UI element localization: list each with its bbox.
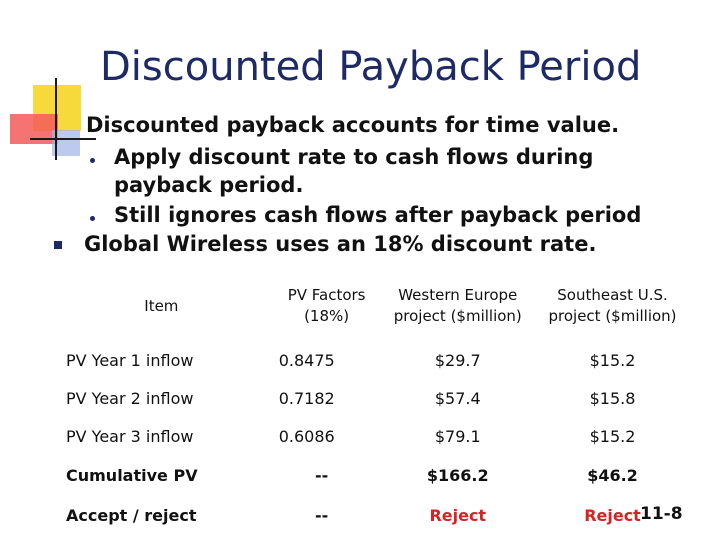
- bullet-square-icon: [54, 241, 62, 249]
- slide-title: Discounted Payback Period: [100, 44, 642, 90]
- row-western-europe-value: $79.1: [434, 426, 481, 446]
- row-southeast-value: $15.2: [589, 350, 636, 370]
- decision-factor: --: [314, 505, 329, 525]
- cumulative-label: Cumulative PV: [66, 465, 198, 485]
- header-southeast-us: Southeast U.S. project ($million): [548, 286, 677, 325]
- row-item: PV Year 1 inflow: [66, 350, 194, 370]
- row-western-europe-value: $29.7: [434, 350, 481, 370]
- row-pv-factor: 0.8475: [278, 350, 335, 370]
- decorative-horizontal-line: [30, 138, 96, 140]
- row-pv-factor: 0.7182: [278, 388, 335, 408]
- row-pv-factor: 0.6086: [278, 426, 335, 446]
- bullet-time-value: Discounted payback accounts for time val…: [86, 113, 620, 137]
- cumulative-factor: --: [314, 465, 329, 485]
- sub-bullet-discount-rate-cont: payback period.: [114, 173, 304, 197]
- bullet-discount-rate: Global Wireless uses an 18% discount rat…: [84, 232, 597, 256]
- header-pv-factors-label: PV Factors: [287, 286, 366, 304]
- decorative-vertical-line: [55, 78, 57, 160]
- row-item: PV Year 3 inflow: [66, 426, 194, 446]
- sub-bullet-ignores-cash-flows: Still ignores cash flows after payback p…: [114, 203, 642, 227]
- cumulative-pv-row: Cumulative PV -- $166.2 $46.2: [60, 455, 690, 495]
- cumulative-western-europe: $166.2: [426, 465, 489, 485]
- row-southeast-value: $15.2: [589, 426, 636, 446]
- row-item: PV Year 2 inflow: [66, 388, 194, 408]
- decision-western-europe: Reject: [429, 505, 487, 525]
- decision-southeast: Reject: [584, 505, 641, 525]
- row-southeast-value: $15.8: [589, 388, 636, 408]
- header-pv-factors-rate: (18%): [304, 307, 350, 325]
- decision-row: Accept / reject -- Reject Reject: [60, 495, 690, 535]
- discounted-payback-table: Item PV Factors (18%) Western Europe pro…: [60, 271, 690, 535]
- sub-bullet-dot-icon: [90, 216, 95, 221]
- cumulative-southeast: $46.2: [587, 465, 638, 485]
- table-row: PV Year 1 inflow 0.8475 $29.7 $15.2: [60, 341, 690, 379]
- header-pv-factors: PV Factors (18%): [263, 271, 381, 341]
- sub-bullet-discount-rate: Apply discount rate to cash flows during: [114, 145, 594, 169]
- table-row: PV Year 2 inflow 0.7182 $57.4 $15.8: [60, 379, 690, 417]
- table-row: PV Year 3 inflow 0.6086 $79.1 $15.2: [60, 417, 690, 455]
- slide-number: 11-8: [640, 504, 683, 524]
- row-western-europe-value: $57.4: [434, 388, 481, 408]
- decision-label: Accept / reject: [66, 505, 197, 525]
- header-western-europe: Western Europe project ($million): [393, 286, 522, 325]
- table-header-row: Item PV Factors (18%) Western Europe pro…: [60, 271, 690, 341]
- sub-bullet-dot-icon: [90, 158, 95, 163]
- header-item: Item: [144, 296, 179, 315]
